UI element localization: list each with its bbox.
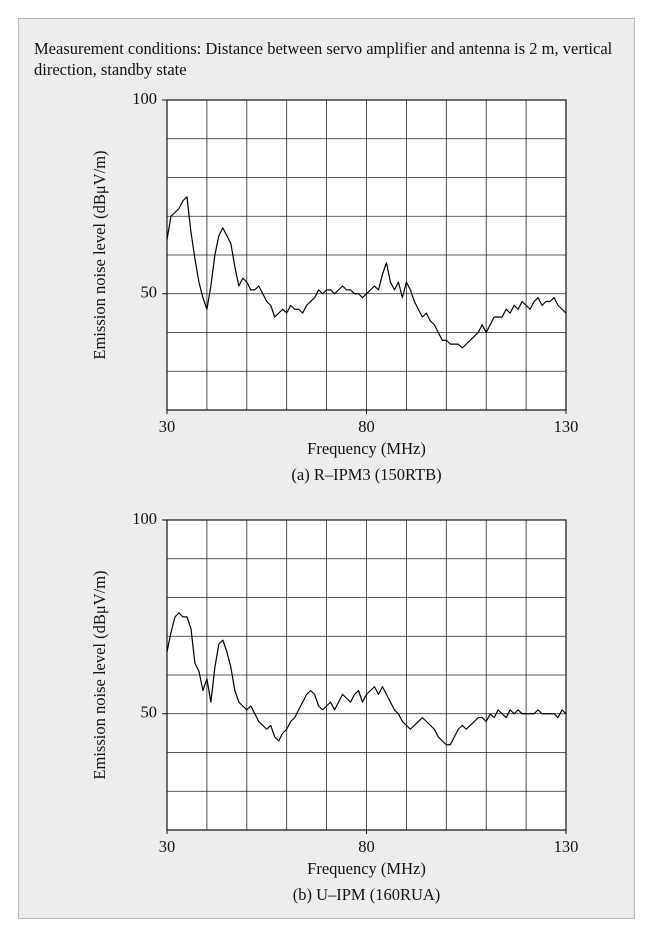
y-axis-label: Emission noise level (dBμV/m) [90,150,109,359]
x-tick-label: 130 [554,417,579,436]
series-line [166,196,567,349]
y-tick-label: 50 [141,283,158,302]
series-line [166,612,567,746]
x-tick-label: 30 [159,837,176,856]
y-tick-label: 50 [141,703,158,722]
x-axis-label: Frequency (MHz) [307,439,426,458]
measurement-note: Measurement conditions: Distance between… [34,39,613,79]
x-tick-label: 130 [554,837,579,856]
x-tick-label: 80 [358,417,375,436]
x-tick-label: 80 [358,837,375,856]
x-tick-label: 30 [159,417,176,436]
x-axis-label: Frequency (MHz) [307,859,426,878]
chart-caption: (a) R–IPM3 (150RTB) [291,465,441,484]
y-axis-label: Emission noise level (dBμV/m) [90,570,109,779]
chart-caption: (b) U–IPM (160RUA) [293,885,441,904]
y-tick-label: 100 [132,509,157,528]
y-tick-label: 100 [132,89,157,108]
